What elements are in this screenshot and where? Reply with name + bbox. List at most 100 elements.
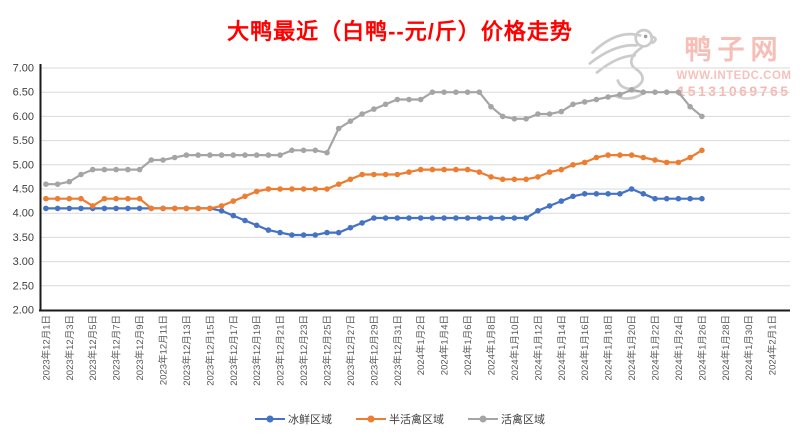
x-axis-tick-label: 2024年1月14日 xyxy=(556,315,568,380)
data-point-marker xyxy=(499,176,506,183)
y-axis-tick-label: 6.50 xyxy=(13,87,34,99)
y-axis-tick-label: 2.00 xyxy=(13,305,34,317)
data-point-marker xyxy=(242,193,248,200)
data-point-marker xyxy=(499,113,506,120)
data-point-marker xyxy=(488,215,494,221)
x-axis-tick-label: 2024年1月10日 xyxy=(509,315,521,380)
data-point-marker xyxy=(54,181,61,187)
data-point-marker xyxy=(54,195,61,202)
data-point-marker xyxy=(324,186,330,192)
legend-marker-dot xyxy=(479,415,487,423)
data-point-marker xyxy=(699,147,705,154)
data-point-marker xyxy=(230,152,237,158)
data-point-marker xyxy=(417,166,424,173)
data-point-marker xyxy=(687,195,693,202)
data-point-marker xyxy=(429,215,436,221)
data-point-marker xyxy=(546,111,553,117)
x-axis-tick-label: 2023年12月9日 xyxy=(134,315,146,380)
data-point-marker xyxy=(136,205,143,212)
data-point-marker xyxy=(558,108,565,115)
x-axis-tick-label: 2023年12月19日 xyxy=(251,315,263,386)
data-point-marker xyxy=(628,87,635,93)
data-point-marker xyxy=(277,152,283,158)
x-axis-tick-label: 2024年1月30日 xyxy=(743,315,755,380)
y-axis-tick-label: 6.00 xyxy=(13,111,34,123)
data-point-marker xyxy=(464,166,471,173)
data-point-marker xyxy=(675,89,682,95)
data-point-marker xyxy=(242,217,248,224)
chart-legend: 冰鲜区域 半活禽区域 活禽区域 xyxy=(0,411,800,427)
series-line-半活禽区域 xyxy=(44,149,704,210)
data-point-marker xyxy=(347,118,354,124)
data-point-marker xyxy=(640,154,647,161)
data-point-marker xyxy=(628,152,635,158)
data-point-marker xyxy=(593,154,600,161)
data-point-marker xyxy=(101,205,108,212)
data-point-marker xyxy=(89,203,96,209)
data-point-marker xyxy=(347,176,354,183)
data-point-marker xyxy=(289,186,295,192)
legend-item-活禽区域: 活禽区域 xyxy=(468,411,545,427)
data-point-marker xyxy=(417,215,424,221)
legend-label: 冰鲜区域 xyxy=(288,414,332,426)
data-point-marker xyxy=(359,171,365,178)
legend-item-冰鲜区域: 冰鲜区域 xyxy=(255,411,332,427)
data-point-marker xyxy=(265,227,272,233)
data-point-marker xyxy=(230,198,237,204)
data-point-marker xyxy=(394,96,401,103)
data-point-marker xyxy=(488,174,494,180)
data-point-marker xyxy=(300,186,307,192)
data-point-marker xyxy=(535,111,541,117)
data-point-marker xyxy=(663,159,670,166)
legend-marker-dot xyxy=(266,415,274,423)
data-point-marker xyxy=(406,215,412,221)
data-point-marker xyxy=(347,224,354,231)
x-axis-tick-label: 2023年12月15日 xyxy=(204,315,216,386)
data-point-marker xyxy=(324,229,330,236)
data-point-marker xyxy=(581,99,588,105)
data-point-marker xyxy=(312,186,319,192)
data-point-marker xyxy=(605,94,611,100)
data-point-marker xyxy=(593,96,600,103)
data-point-marker xyxy=(359,111,365,117)
watermark: 鸭子网 WWW.INTEDC.COM 15131069765 xyxy=(588,20,798,115)
data-point-marker xyxy=(523,215,529,221)
data-point-marker xyxy=(394,215,401,221)
data-point-marker xyxy=(218,208,225,214)
legend-item-半活禽区域: 半活禽区域 xyxy=(356,411,444,427)
x-axis-tick-label: 2023年12月29日 xyxy=(368,315,380,386)
y-axis-tick-label: 5.00 xyxy=(13,159,34,171)
data-point-marker xyxy=(160,205,166,212)
data-point-marker xyxy=(453,215,459,221)
x-axis-tick-label: 2024年1月28日 xyxy=(720,315,732,380)
watermark-text: 鸭子网 WWW.INTEDC.COM 15131069765 xyxy=(670,28,798,99)
data-point-marker xyxy=(148,157,155,163)
data-point-marker xyxy=(652,89,658,95)
data-point-marker xyxy=(277,229,283,236)
data-point-marker xyxy=(417,96,424,103)
legend-marker-dot xyxy=(367,415,375,423)
legend-label: 半活禽区域 xyxy=(389,414,444,426)
data-point-marker xyxy=(535,208,541,214)
data-point-marker xyxy=(335,125,342,132)
data-point-marker xyxy=(66,205,73,212)
y-axis-tick-label: 3.00 xyxy=(13,256,34,268)
data-point-marker xyxy=(101,195,108,202)
data-point-marker xyxy=(54,205,61,212)
data-point-marker xyxy=(136,195,143,202)
legend-label: 活禽区域 xyxy=(501,414,545,426)
data-point-marker xyxy=(406,96,412,103)
data-point-marker xyxy=(628,186,635,192)
data-point-marker xyxy=(476,169,483,175)
data-point-marker xyxy=(687,103,693,110)
y-axis-tick-label: 5.50 xyxy=(13,135,34,147)
data-point-marker xyxy=(101,166,108,173)
data-point-marker xyxy=(523,176,529,183)
data-point-marker xyxy=(441,215,447,221)
data-point-marker xyxy=(406,169,412,175)
data-point-marker xyxy=(195,205,201,212)
data-point-marker xyxy=(675,159,682,166)
x-axis-tick-label: 2024年1月22日 xyxy=(650,315,662,380)
series-line-冰鲜区域 xyxy=(44,187,704,237)
data-point-marker xyxy=(581,191,588,197)
